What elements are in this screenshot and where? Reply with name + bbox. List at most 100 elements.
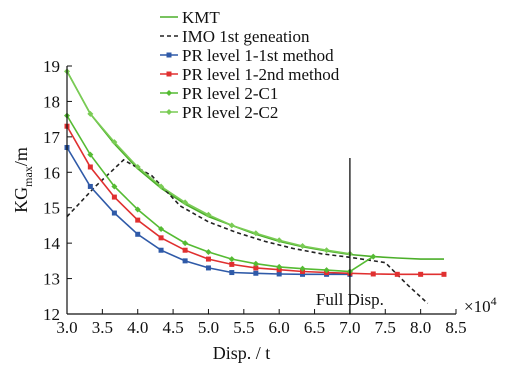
legend-label: IMO 1st geneation [182,27,310,46]
legend-item: PR level 1-2nd method [160,65,340,84]
data-point [205,265,211,271]
data-point [87,151,94,158]
series-line [66,147,350,276]
legend-marker [166,52,172,58]
series-line [66,158,429,304]
x-tick-label: 7.5 [375,318,396,337]
y-tick-label: 18 [43,92,60,111]
data-point [158,247,164,253]
x-tick-label: 7.0 [339,318,360,337]
legend-item: PR level 2-C1 [160,84,278,103]
annotation-layer: Full Disp. [316,158,384,314]
data-point [182,240,189,247]
data-point [182,247,188,253]
legend-item: PR level 2-C2 [160,103,278,122]
legend-label: PR level 2-C2 [182,103,278,122]
data-point [441,271,447,277]
x-tick-label: 6.0 [269,318,290,337]
x-multiplier: ×104 [464,294,497,316]
legend-marker [166,71,172,77]
y-axis-label: KGmax/m [11,147,35,213]
x-multiplier-exponent: 4 [491,294,497,308]
data-point [228,256,235,263]
y-axis-label-sub: max [21,166,35,187]
data-point [135,231,141,237]
series-2 [64,144,353,277]
data-point [323,247,330,254]
legend-label: PR level 2-C1 [182,84,278,103]
data-point [252,260,259,267]
data-point [111,183,118,190]
data-point [87,110,94,117]
data-point [87,164,93,170]
series-layer [64,68,447,304]
full-disp-label: Full Disp. [316,290,384,309]
data-point [253,270,259,276]
data-point [182,199,189,206]
data-point [253,265,259,271]
x-tick-label: 3.5 [92,318,113,337]
data-point [205,256,211,262]
y-tick-label: 12 [43,305,60,324]
data-point [111,139,118,146]
data-point [158,225,165,232]
y-axis-label-unit: /m [11,147,31,166]
series-4 [64,112,377,275]
y-axis-label-main: KG [11,187,31,213]
data-point [300,271,306,277]
data-point [370,253,377,260]
data-point [299,265,306,272]
data-point [205,211,212,218]
x-tick-label: 4.5 [162,318,183,337]
data-point [252,230,259,237]
data-point [276,263,283,270]
data-point [158,183,165,190]
data-point [205,249,212,255]
x-tick-label: 3.0 [56,318,77,337]
axes-layer: 3.0 3.5 4.0 4.5 5.0 5.5 6.0 6.5 7.0 7.5 8.0 8.5 12 13… [43,57,467,337]
x-multiplier-base: ×10 [464,297,491,316]
x-tick-label: 5.5 [233,318,254,337]
x-tick-label: 4.0 [127,318,148,337]
legend-item: KMT [160,8,220,27]
data-point [229,270,235,276]
data-point [276,237,283,244]
data-point [158,235,164,241]
data-point [370,271,376,277]
series-3 [64,123,447,277]
data-point [418,271,424,277]
data-point [228,222,235,229]
y-tick-label: 16 [43,163,60,182]
x-axis-label: Disp. / t [213,343,271,363]
x-tick-label: 8.5 [445,318,466,337]
x-tick-label: 8.0 [410,318,431,337]
data-point [323,267,330,274]
y-tick-label: 13 [43,270,60,289]
series-line [66,125,444,276]
data-point [135,217,141,223]
legend-label: KMT [182,8,220,27]
legend-item: IMO 1st geneation [160,27,310,46]
legend-label: PR level 1-2nd method [182,65,340,84]
x-tick-label: 5.0 [198,318,219,337]
series-1 [66,158,429,304]
legend-item: PR level 1-1st method [160,46,334,65]
data-point [111,210,117,216]
y-tick-label: 14 [43,234,61,253]
legend-marker [166,90,172,96]
data-point [182,258,188,264]
series-line [66,115,374,273]
y-tick-label: 19 [43,57,60,76]
data-point [394,271,400,277]
legend-label: PR level 1-1st method [182,46,334,65]
data-point [276,271,282,277]
x-tick-label: 6.5 [304,318,325,337]
data-point [111,194,117,200]
series-5 [64,68,353,257]
y-tick-label: 15 [43,199,60,218]
data-point [87,183,93,189]
data-point [134,206,141,213]
legend-marker [166,109,172,115]
